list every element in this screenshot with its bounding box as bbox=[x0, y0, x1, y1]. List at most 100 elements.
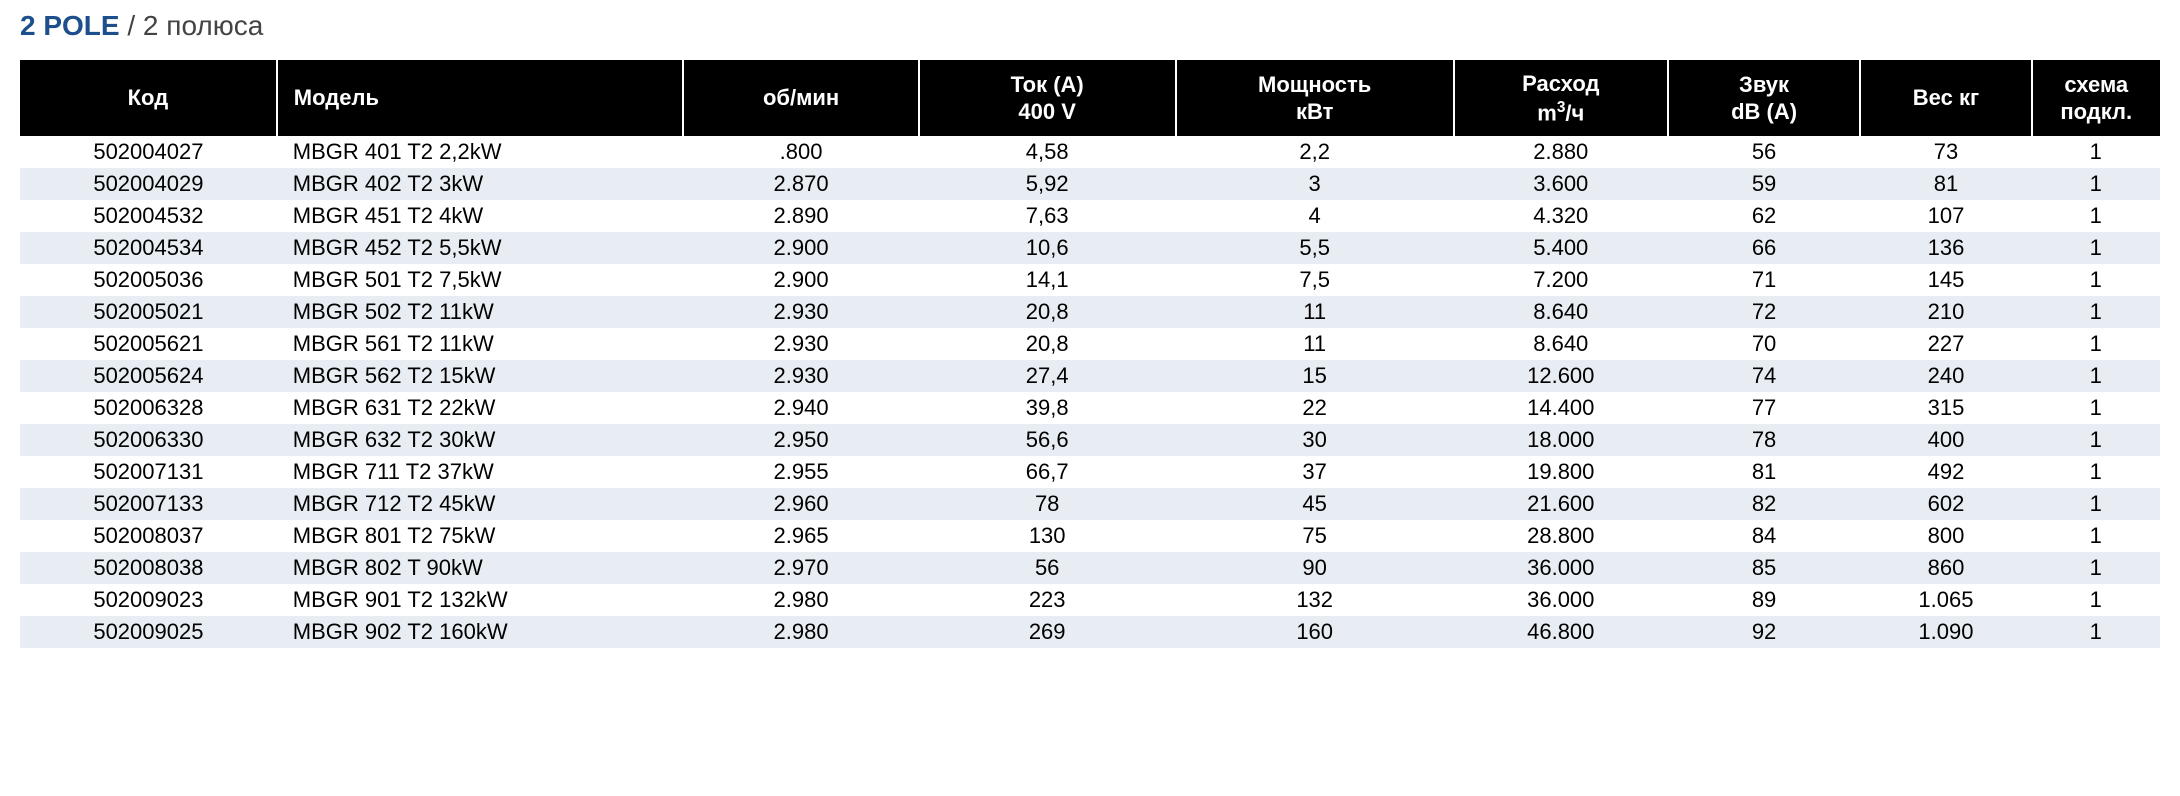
cell-amp: 27,4 bbox=[919, 360, 1176, 392]
table-row: 502004029MBGR 402 T2 3kW2.8705,9233.6005… bbox=[20, 168, 2160, 200]
cell-model: MBGR 902 T2 160kW bbox=[277, 616, 684, 648]
cell-code: 502005021 bbox=[20, 296, 277, 328]
cell-sound: 81 bbox=[1668, 456, 1861, 488]
cell-power: 4 bbox=[1176, 200, 1454, 232]
cell-power: 22 bbox=[1176, 392, 1454, 424]
cell-code: 502006328 bbox=[20, 392, 277, 424]
cell-weight: 227 bbox=[1860, 328, 2031, 360]
cell-rpm: 2.980 bbox=[683, 616, 918, 648]
cell-rpm: .800 bbox=[683, 136, 918, 168]
cell-rpm: 2.900 bbox=[683, 264, 918, 296]
cell-code: 502009023 bbox=[20, 584, 277, 616]
cell-scheme: 1 bbox=[2032, 136, 2160, 168]
cell-code: 502004029 bbox=[20, 168, 277, 200]
cell-code: 502008037 bbox=[20, 520, 277, 552]
header-weight: Вес кг bbox=[1860, 60, 2031, 136]
cell-amp: 20,8 bbox=[919, 328, 1176, 360]
cell-amp: 223 bbox=[919, 584, 1176, 616]
cell-amp: 78 bbox=[919, 488, 1176, 520]
cell-weight: 860 bbox=[1860, 552, 2031, 584]
cell-sound: 89 bbox=[1668, 584, 1861, 616]
cell-flow: 21.600 bbox=[1454, 488, 1668, 520]
cell-model: MBGR 452 T2 5,5kW bbox=[277, 232, 684, 264]
cell-scheme: 1 bbox=[2032, 200, 2160, 232]
cell-power: 37 bbox=[1176, 456, 1454, 488]
cell-model: MBGR 451 T2 4kW bbox=[277, 200, 684, 232]
table-row: 502005624MBGR 562 T2 15kW2.93027,41512.6… bbox=[20, 360, 2160, 392]
cell-code: 502005621 bbox=[20, 328, 277, 360]
header-sound: ЗвукdB (A) bbox=[1668, 60, 1861, 136]
cell-flow: 36.000 bbox=[1454, 552, 1668, 584]
cell-weight: 107 bbox=[1860, 200, 2031, 232]
header-flow: Расходm3/ч bbox=[1454, 60, 1668, 136]
cell-model: MBGR 501 T2 7,5kW bbox=[277, 264, 684, 296]
cell-code: 502005036 bbox=[20, 264, 277, 296]
cell-flow: 36.000 bbox=[1454, 584, 1668, 616]
cell-scheme: 1 bbox=[2032, 392, 2160, 424]
cell-rpm: 2.900 bbox=[683, 232, 918, 264]
cell-sound: 92 bbox=[1668, 616, 1861, 648]
cell-weight: 210 bbox=[1860, 296, 2031, 328]
cell-power: 132 bbox=[1176, 584, 1454, 616]
table-row: 502006330MBGR 632 T2 30kW2.95056,63018.0… bbox=[20, 424, 2160, 456]
cell-sound: 70 bbox=[1668, 328, 1861, 360]
cell-scheme: 1 bbox=[2032, 264, 2160, 296]
cell-flow: 28.800 bbox=[1454, 520, 1668, 552]
cell-model: MBGR 801 T2 75kW bbox=[277, 520, 684, 552]
cell-model: MBGR 901 T2 132kW bbox=[277, 584, 684, 616]
cell-amp: 5,92 bbox=[919, 168, 1176, 200]
cell-model: MBGR 631 T2 22kW bbox=[277, 392, 684, 424]
cell-weight: 492 bbox=[1860, 456, 2031, 488]
cell-amp: 66,7 bbox=[919, 456, 1176, 488]
cell-power: 5,5 bbox=[1176, 232, 1454, 264]
cell-rpm: 2.980 bbox=[683, 584, 918, 616]
cell-flow: 18.000 bbox=[1454, 424, 1668, 456]
cell-amp: 130 bbox=[919, 520, 1176, 552]
cell-sound: 82 bbox=[1668, 488, 1861, 520]
header-code: Код bbox=[20, 60, 277, 136]
cell-rpm: 2.940 bbox=[683, 392, 918, 424]
cell-power: 11 bbox=[1176, 328, 1454, 360]
cell-model: MBGR 401 T2 2,2kW bbox=[277, 136, 684, 168]
cell-weight: 602 bbox=[1860, 488, 2031, 520]
cell-sound: 56 bbox=[1668, 136, 1861, 168]
table-row: 502008037MBGR 801 T2 75kW2.9651307528.80… bbox=[20, 520, 2160, 552]
cell-weight: 73 bbox=[1860, 136, 2031, 168]
title-rest: / 2 полюса bbox=[120, 10, 264, 41]
cell-rpm: 2.960 bbox=[683, 488, 918, 520]
cell-sound: 78 bbox=[1668, 424, 1861, 456]
table-row: 502007131MBGR 711 T2 37kW2.95566,73719.8… bbox=[20, 456, 2160, 488]
cell-amp: 56 bbox=[919, 552, 1176, 584]
cell-flow: 3.600 bbox=[1454, 168, 1668, 200]
cell-weight: 145 bbox=[1860, 264, 2031, 296]
cell-rpm: 2.950 bbox=[683, 424, 918, 456]
cell-flow: 19.800 bbox=[1454, 456, 1668, 488]
table-row: 502005036MBGR 501 T2 7,5kW2.90014,17,57.… bbox=[20, 264, 2160, 296]
cell-model: MBGR 632 T2 30kW bbox=[277, 424, 684, 456]
table-row: 502007133MBGR 712 T2 45kW2.960784521.600… bbox=[20, 488, 2160, 520]
cell-code: 502005624 bbox=[20, 360, 277, 392]
cell-rpm: 2.970 bbox=[683, 552, 918, 584]
table-row: 502006328MBGR 631 T2 22kW2.94039,82214.4… bbox=[20, 392, 2160, 424]
table-row: 502004534MBGR 452 T2 5,5kW2.90010,65,55.… bbox=[20, 232, 2160, 264]
cell-sound: 74 bbox=[1668, 360, 1861, 392]
cell-scheme: 1 bbox=[2032, 296, 2160, 328]
cell-rpm: 2.930 bbox=[683, 296, 918, 328]
table-row: 502009023MBGR 901 T2 132kW2.98022313236.… bbox=[20, 584, 2160, 616]
cell-amp: 56,6 bbox=[919, 424, 1176, 456]
cell-scheme: 1 bbox=[2032, 360, 2160, 392]
cell-power: 7,5 bbox=[1176, 264, 1454, 296]
cell-code: 502007133 bbox=[20, 488, 277, 520]
cell-code: 502004027 bbox=[20, 136, 277, 168]
cell-power: 75 bbox=[1176, 520, 1454, 552]
cell-scheme: 1 bbox=[2032, 584, 2160, 616]
cell-weight: 1.090 bbox=[1860, 616, 2031, 648]
cell-model: MBGR 711 T2 37kW bbox=[277, 456, 684, 488]
cell-sound: 77 bbox=[1668, 392, 1861, 424]
cell-code: 502009025 bbox=[20, 616, 277, 648]
cell-flow: 8.640 bbox=[1454, 328, 1668, 360]
cell-scheme: 1 bbox=[2032, 488, 2160, 520]
cell-power: 2,2 bbox=[1176, 136, 1454, 168]
cell-power: 90 bbox=[1176, 552, 1454, 584]
cell-sound: 62 bbox=[1668, 200, 1861, 232]
